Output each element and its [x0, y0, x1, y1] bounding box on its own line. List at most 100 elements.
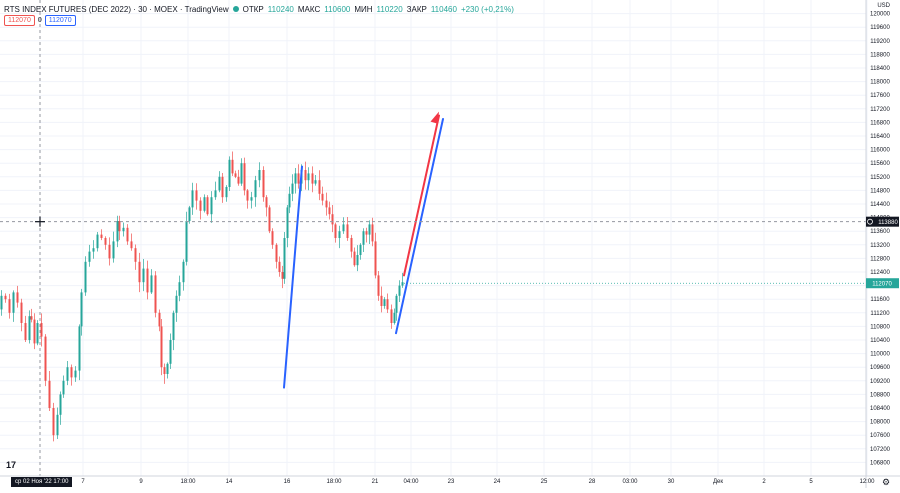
time-tick-label: 7 [81, 479, 85, 485]
candle-down [158, 312, 161, 327]
candle-up [307, 173, 310, 181]
candle-up [393, 312, 396, 323]
blue-trend-line[interactable] [283, 165, 303, 389]
candle-down [40, 323, 43, 337]
price-tick-label: 115200 [870, 175, 890, 181]
candle-down [163, 367, 166, 374]
currency-label[interactable]: USD [877, 3, 890, 9]
crosshair [0, 0, 866, 476]
candle-up [294, 173, 297, 184]
time-tick-label: 28 [589, 479, 596, 485]
time-tick-label: 04:00 [403, 479, 419, 485]
candle-up [169, 340, 172, 364]
candle-down [20, 302, 23, 323]
candle-up [398, 285, 401, 296]
candle-up [395, 295, 398, 313]
candle-down [325, 200, 328, 208]
candle-down [304, 170, 307, 181]
candle-down [100, 234, 103, 238]
symbol-title[interactable]: RTS INDEX FUTURES (DEC 2022) · 30 · MOEX… [4, 4, 229, 14]
candle-up [210, 197, 213, 215]
price-tick-label: 110400 [870, 338, 890, 344]
candle-up [12, 292, 15, 313]
candle-up [122, 227, 125, 232]
candle-up [59, 394, 62, 415]
candle-down [33, 319, 36, 344]
price-tick-label: 117200 [870, 107, 890, 113]
candle-up [56, 414, 59, 436]
last-price-tag-bg [866, 278, 899, 289]
time-tick-label: 21 [372, 479, 379, 485]
price-tick-label: 112800 [870, 256, 890, 262]
price-tick-label: 117600 [870, 93, 890, 99]
blue-trend-line[interactable] [395, 118, 444, 335]
open-label: ОТКР [242, 4, 264, 14]
tradingview-logo[interactable]: 17 [6, 460, 17, 470]
price-tick-label: 120000 [870, 12, 891, 18]
candle-down [262, 170, 265, 198]
candle-down [231, 159, 234, 174]
candle-down [8, 299, 11, 313]
buy-price-box[interactable]: 112070 [44, 15, 76, 26]
legend-header: RTS INDEX FUTURES (DEC 2022) · 30 · MOEX… [4, 3, 514, 15]
candle-down [265, 197, 268, 208]
price-tick-label: 119600 [870, 25, 890, 31]
candle-up [150, 275, 153, 293]
candle-up [142, 268, 145, 283]
time-tick-label: 18:00 [326, 479, 342, 485]
candle-down [346, 224, 349, 238]
candle-down [374, 241, 377, 276]
settings-gear-icon[interactable]: ⚙ [882, 477, 891, 487]
candle-down [134, 248, 137, 262]
time-tick-label: 24 [494, 479, 501, 485]
sell-price-box[interactable]: 112070 [4, 15, 35, 26]
candle-up [185, 221, 188, 262]
spread-value: 0 [37, 17, 42, 24]
price-tick-label: 114400 [870, 202, 890, 208]
red-arrow-head [430, 111, 439, 124]
candle-up [36, 323, 39, 344]
candle-up [175, 295, 178, 313]
time-tick-label: 9 [139, 479, 143, 485]
price-tick-label: 116000 [870, 148, 890, 154]
crosshair-price-tag-bg [866, 216, 899, 227]
candle-up [88, 251, 91, 262]
price-tick-label: 107200 [870, 447, 891, 453]
price-tick-label: 112400 [870, 270, 890, 276]
price-tick-label: 106800 [870, 460, 891, 466]
red-trend-line[interactable] [403, 114, 440, 277]
low-label: МИН [354, 4, 373, 14]
price-tick-label: 111200 [870, 311, 890, 317]
candle-up [250, 197, 253, 201]
candle-down [221, 176, 224, 198]
candle-down [108, 244, 111, 259]
candle-up [338, 231, 341, 238]
high-label: МАКС [297, 4, 321, 14]
candle-up [291, 183, 294, 194]
market-status-icon [232, 6, 239, 12]
price-tick-label: 110000 [870, 352, 890, 358]
time-axis[interactable]: 7 9 18:00 14 16 18:00 21 04:00 23 24 25 28 03:00 30 Де… [0, 475, 900, 485]
candle-down [377, 275, 380, 296]
price-tick-label: 108400 [870, 406, 891, 412]
high-value: 110600 [324, 4, 351, 14]
candle-up [314, 180, 317, 184]
candle-down [138, 261, 141, 283]
candle-up [112, 241, 115, 259]
time-tick-label: 18:00 [180, 479, 196, 485]
candle-up [28, 316, 31, 340]
order-box-row: 112070 0 112070 [4, 15, 76, 26]
candle-down [271, 231, 274, 245]
price-tick-label: 109600 [870, 365, 891, 371]
candle-up [359, 244, 362, 255]
candle-up [78, 326, 81, 371]
price-tick-label: 113600 [870, 229, 890, 235]
time-tick-label: 23 [448, 479, 455, 485]
candle-down [318, 180, 321, 194]
crosshair-price-label: 113880 [878, 220, 898, 226]
trend-lines[interactable] [283, 111, 444, 389]
price-tick-label: 119200 [870, 39, 890, 45]
price-axis[interactable]: 120000 119600 119200 118800 118400 118000 1176… [865, 0, 899, 488]
